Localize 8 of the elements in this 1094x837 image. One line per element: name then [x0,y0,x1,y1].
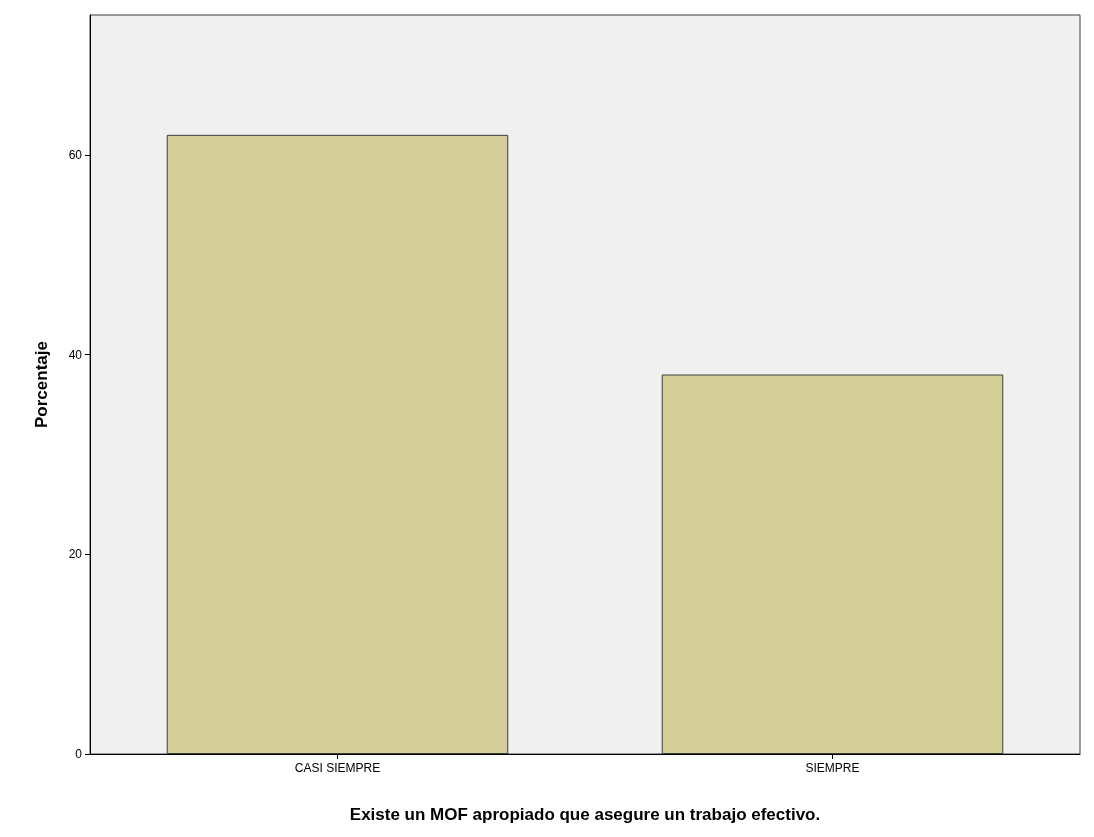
x-tick-label: SIEMPRE [805,761,860,775]
y-axis-title: Porcentaje [32,341,51,428]
x-tick-label: CASI SIEMPRE [294,761,381,775]
y-tick-label: 40 [68,347,83,362]
y-tick-label: 20 [68,547,83,562]
y-tick-label: 0 [75,747,83,761]
y-tick-label: 60 [68,147,83,162]
x-axis-title: Existe un MOF apropiado que asegure un trabajo efectivo. [349,805,821,824]
